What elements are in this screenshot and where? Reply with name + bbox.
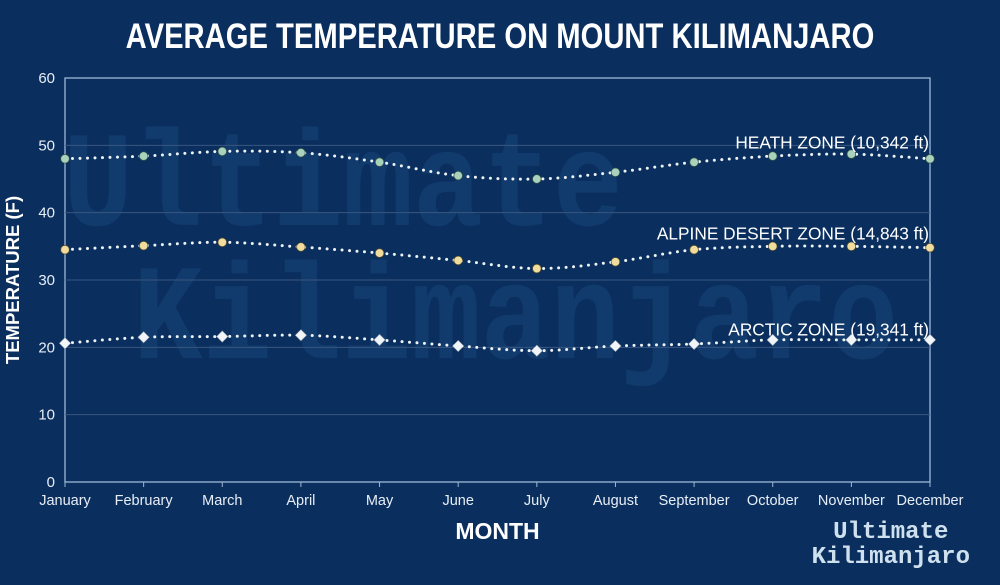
svg-text:40: 40: [38, 205, 55, 222]
svg-text:August: August: [593, 493, 638, 509]
svg-text:September: September: [659, 493, 730, 509]
svg-text:April: April: [286, 493, 315, 509]
svg-text:February: February: [115, 493, 174, 509]
svg-text:March: March: [202, 493, 242, 509]
svg-text:20: 20: [38, 339, 55, 356]
svg-text:January: January: [39, 493, 91, 509]
svg-text:0: 0: [47, 474, 55, 491]
svg-text:May: May: [366, 493, 394, 509]
svg-text:30: 30: [38, 272, 55, 289]
svg-text:60: 60: [38, 70, 55, 87]
svg-text:ALPINE DESERT ZONE (14,843 ft): ALPINE DESERT ZONE (14,843 ft): [657, 224, 929, 244]
svg-text:50: 50: [38, 137, 55, 154]
svg-text:July: July: [524, 493, 551, 509]
svg-text:HEATH ZONE (10,342 ft): HEATH ZONE (10,342 ft): [735, 133, 929, 153]
svg-text:October: October: [747, 493, 799, 509]
svg-text:10: 10: [38, 407, 55, 424]
svg-text:November: November: [818, 493, 885, 509]
svg-text:ARCTIC ZONE (19,341 ft): ARCTIC ZONE (19,341 ft): [728, 320, 929, 340]
svg-text:TEMPERATURE (F): TEMPERATURE (F): [2, 196, 23, 364]
svg-text:MONTH: MONTH: [455, 518, 539, 544]
svg-text:June: June: [442, 493, 473, 509]
svg-text:December: December: [897, 493, 964, 509]
